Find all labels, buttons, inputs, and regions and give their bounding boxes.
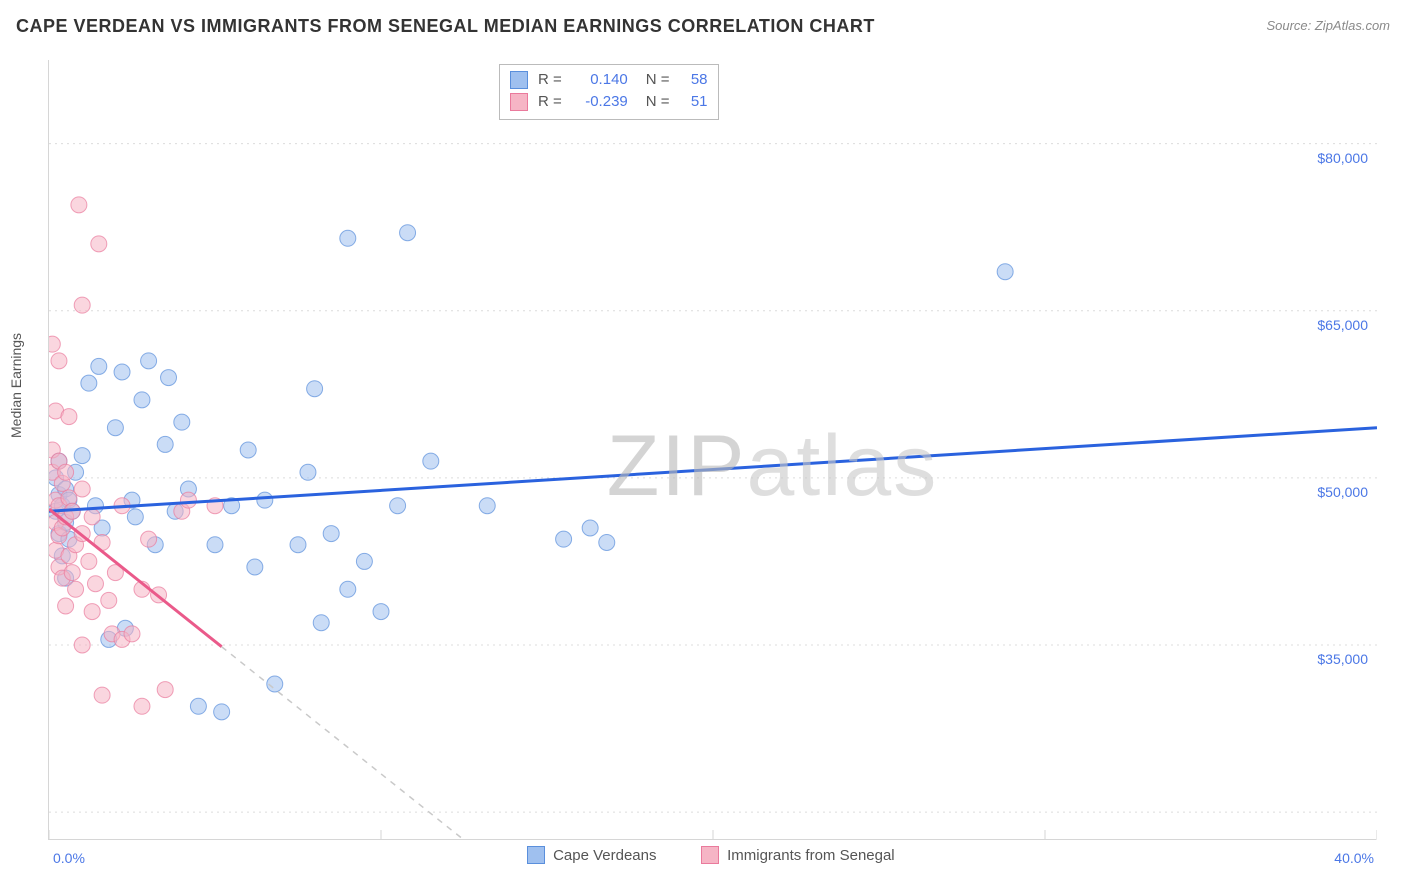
data-point [390,498,406,514]
data-point [423,453,439,469]
data-point [313,615,329,631]
data-point [134,392,150,408]
legend-label: Immigrants from Senegal [727,847,895,864]
data-point [340,230,356,246]
data-point [174,414,190,430]
data-point [49,336,60,352]
data-point [127,509,143,525]
data-point [107,420,123,436]
y-tick-label: $50,000 [1317,484,1368,500]
scatter-plot-area: $35,000$50,000$65,000$80,0000.0%40.0%ZIP… [48,60,1376,840]
legend-swatch [527,846,545,864]
legend-label: Cape Verdeans [553,847,656,864]
data-point [58,464,74,480]
data-point [71,197,87,213]
data-point [101,592,117,608]
data-point [58,598,74,614]
data-point [141,531,157,547]
chart-title: CAPE VERDEAN VS IMMIGRANTS FROM SENEGAL … [16,16,875,37]
n-value: 58 [680,69,708,91]
r-label: R = [538,91,562,113]
data-point [599,534,615,550]
data-point [582,520,598,536]
data-point [373,604,389,620]
data-point [91,236,107,252]
legend-swatch [510,93,528,111]
data-point [74,448,90,464]
scatter-svg [49,60,1377,840]
data-point [94,687,110,703]
data-point [190,698,206,714]
n-value: 51 [680,91,708,113]
y-tick-label: $80,000 [1317,150,1368,166]
trend-line [49,428,1377,512]
data-point [214,704,230,720]
data-point [124,626,140,642]
data-point [134,698,150,714]
data-point [479,498,495,514]
y-tick-label: $35,000 [1317,651,1368,667]
legend-row: R = -0.239 N = 51 [510,91,708,113]
data-point [307,381,323,397]
y-axis-label: Median Earnings [8,333,24,438]
data-point [247,559,263,575]
data-point [74,481,90,497]
n-label: N = [646,91,670,113]
data-point [81,375,97,391]
data-point [51,353,67,369]
data-point [74,637,90,653]
r-value: -0.239 [572,91,628,113]
data-point [290,537,306,553]
series-legend-item: Cape Verdeans [527,846,656,864]
data-point [157,682,173,698]
data-point [997,264,1013,280]
data-point [161,370,177,386]
legend-swatch [510,71,528,89]
data-point [300,464,316,480]
n-label: N = [646,69,670,91]
data-point [114,364,130,380]
data-point [556,531,572,547]
data-point [91,358,107,374]
series-legend-item: Immigrants from Senegal [701,846,895,864]
data-point [157,436,173,452]
legend-row: R = 0.140 N = 58 [510,69,708,91]
data-point [74,297,90,313]
y-tick-label: $65,000 [1317,317,1368,333]
data-point [180,492,196,508]
x-tick-label: 0.0% [53,850,85,866]
data-point [207,537,223,553]
legend-swatch [701,846,719,864]
data-point [61,409,77,425]
data-point [68,581,84,597]
correlation-legend: R = 0.140 N = 58 R = -0.239 N = 51 [499,64,719,120]
trend-line-extrapolated [222,647,464,840]
data-point [64,565,80,581]
data-point [323,526,339,542]
data-point [400,225,416,241]
data-point [340,581,356,597]
x-tick-label: 40.0% [1334,850,1374,866]
data-point [240,442,256,458]
series-cape-verdeans [49,225,1013,720]
data-point [257,492,273,508]
data-point [87,576,103,592]
chart-source: Source: ZipAtlas.com [1266,18,1390,33]
r-value: 0.140 [572,69,628,91]
r-label: R = [538,69,562,91]
data-point [356,553,372,569]
data-point [81,553,97,569]
data-point [84,509,100,525]
data-point [84,604,100,620]
data-point [141,353,157,369]
